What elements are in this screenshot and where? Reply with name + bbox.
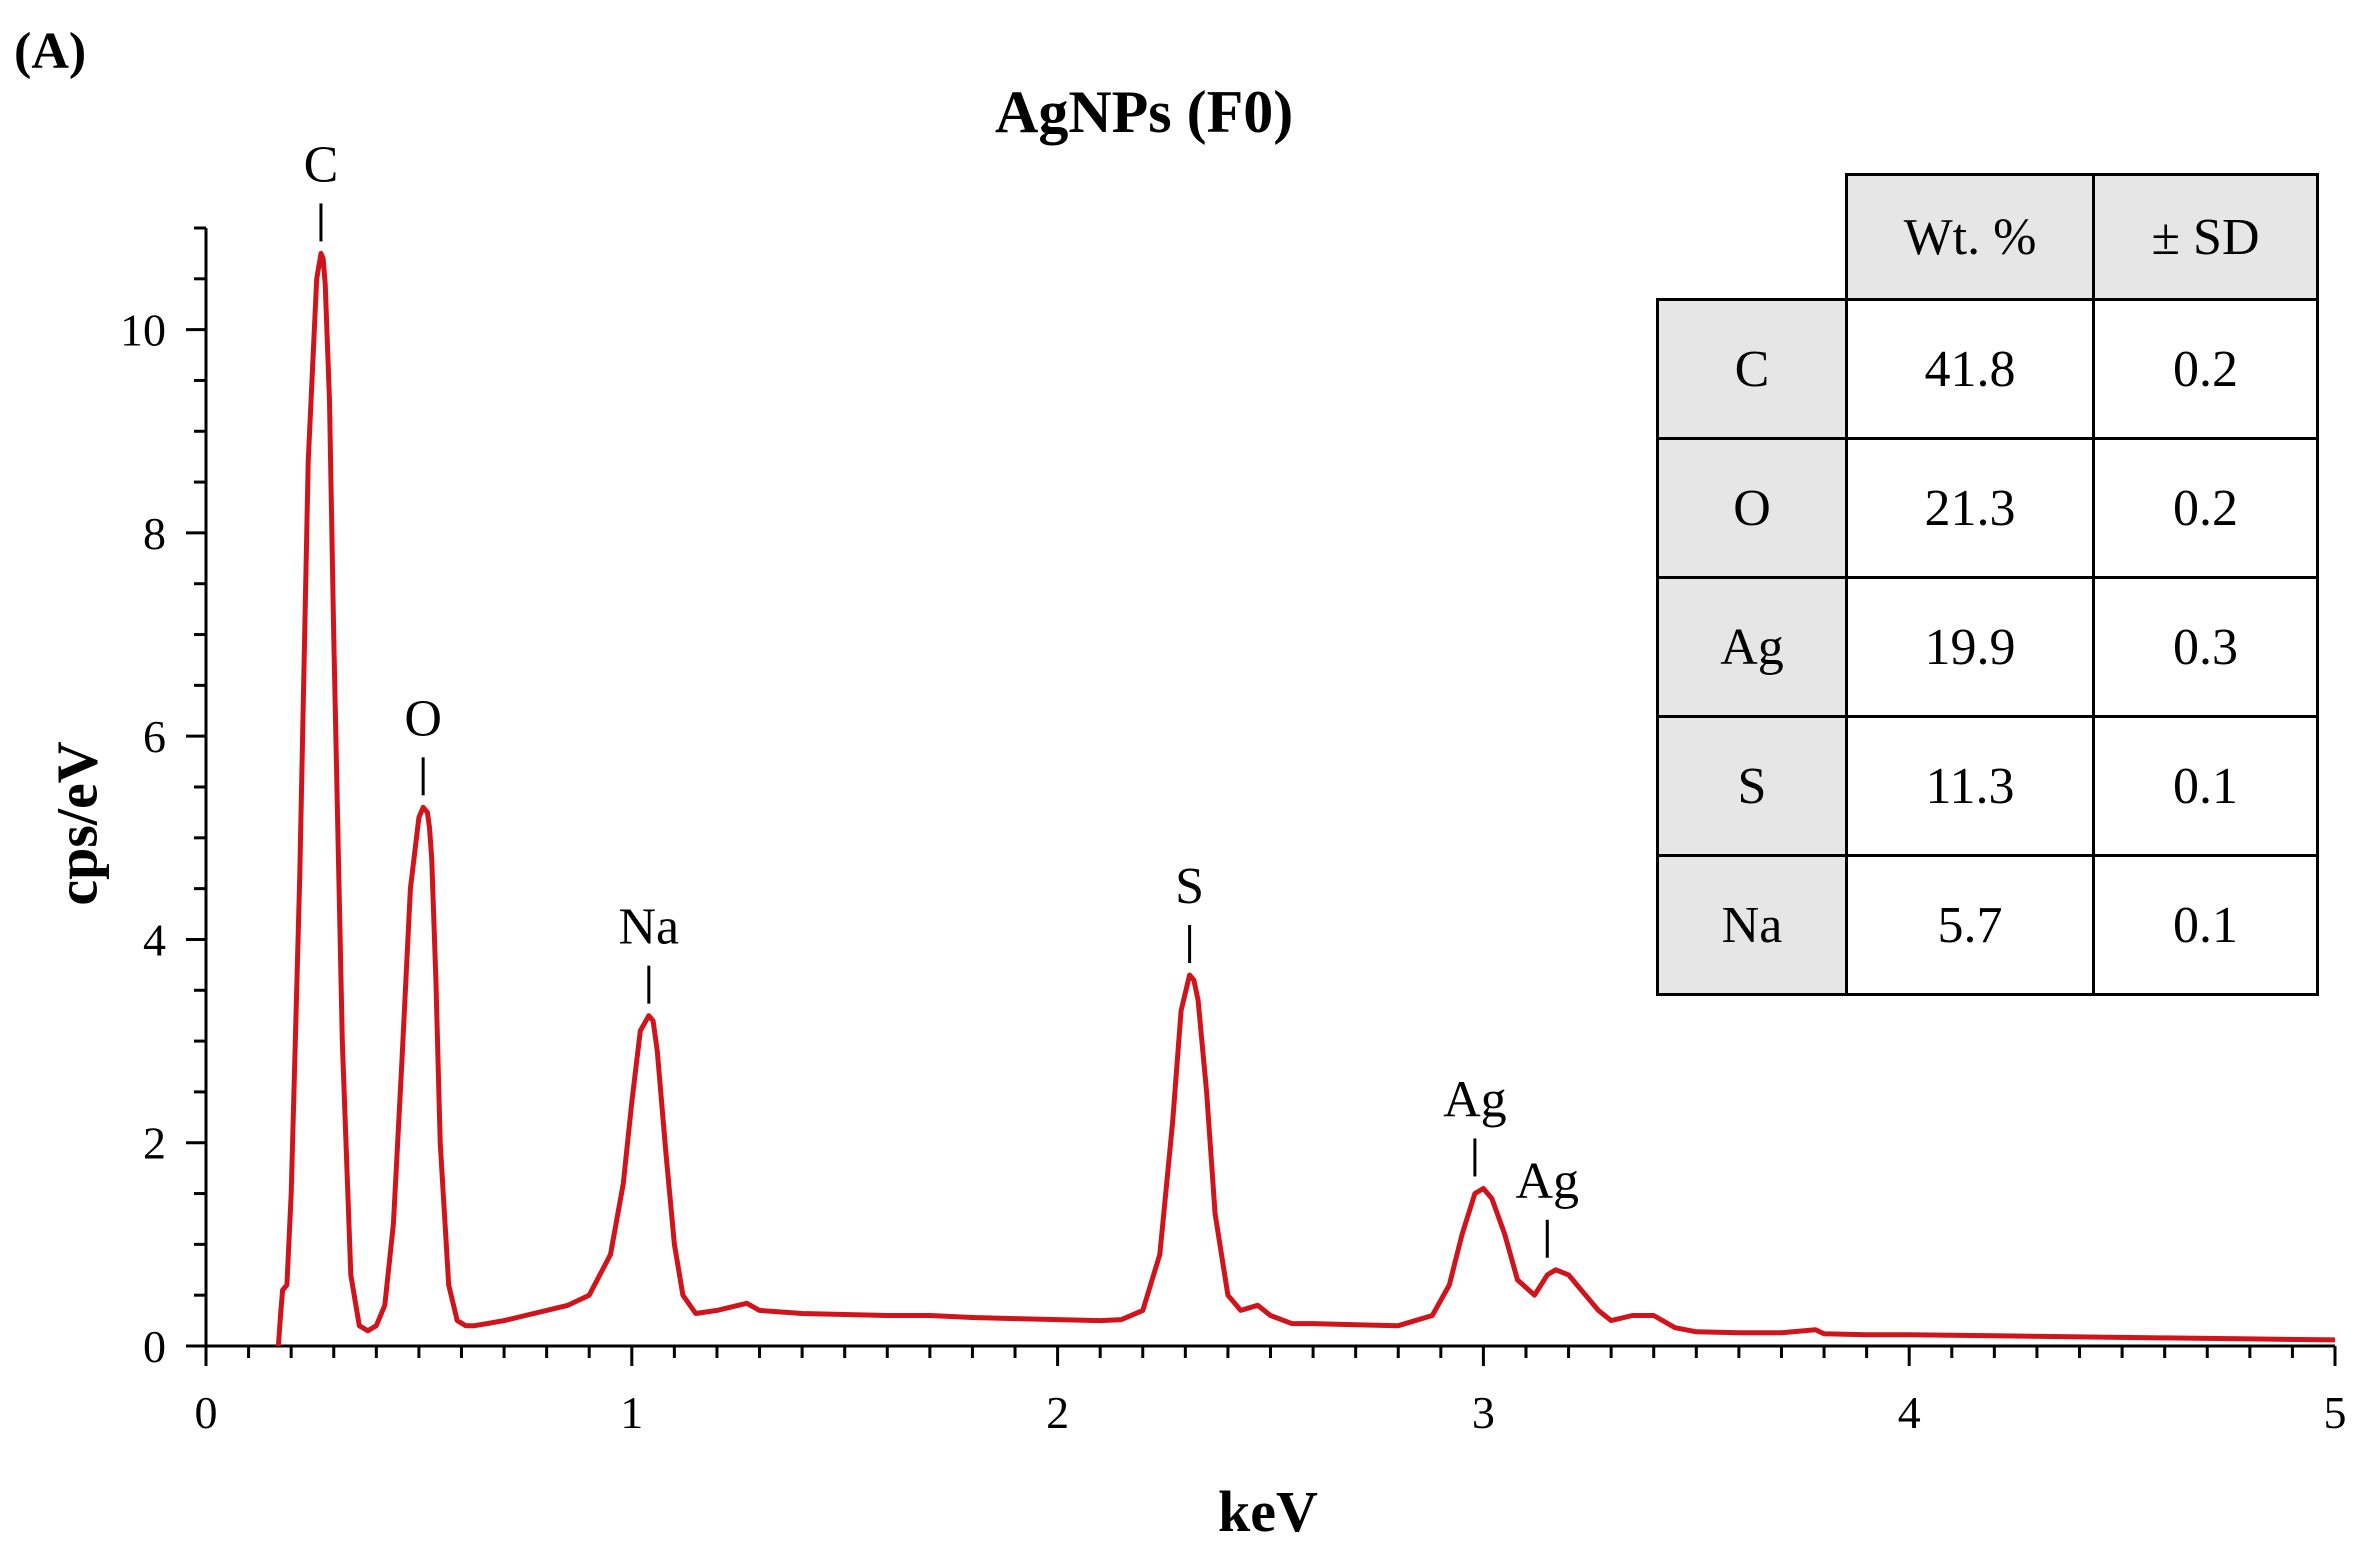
table-cell-wt: 21.3 bbox=[1845, 437, 2095, 579]
table-header-sd: ± SD bbox=[2092, 173, 2319, 301]
y-tick-label: 10 bbox=[120, 305, 166, 356]
table-row: Ag 19.9 0.3 bbox=[1656, 576, 2319, 718]
table-cell-wt: 41.8 bbox=[1845, 298, 2095, 440]
table-row: Na 5.7 0.1 bbox=[1656, 854, 2319, 996]
y-axis-label: cps/eV bbox=[44, 741, 110, 906]
peak-label: O bbox=[404, 690, 442, 747]
y-tick-label: 4 bbox=[143, 914, 166, 965]
panel-label: (A) bbox=[14, 23, 87, 80]
composition-table: Wt. % ± SD C 41.8 0.2 O 21.3 0.2 Ag 19.9… bbox=[1656, 173, 2319, 996]
ticks bbox=[186, 226, 2337, 1366]
chart-title: AgNPs (F0) bbox=[995, 79, 1294, 145]
table-header-row: Wt. % ± SD bbox=[1658, 173, 2319, 301]
peak-label: Ag bbox=[1443, 1071, 1507, 1128]
table-cell-sd: 0.2 bbox=[2092, 298, 2319, 440]
peak-label: Ag bbox=[1515, 1153, 1579, 1210]
x-tick-label: 2 bbox=[1046, 1387, 1069, 1438]
y-tick-label: 2 bbox=[143, 1118, 166, 1169]
table-header-blank bbox=[1658, 175, 1847, 300]
x-tick-label: 4 bbox=[1898, 1387, 1921, 1438]
table-cell-element: Ag bbox=[1656, 576, 1848, 718]
table-cell-sd: 0.2 bbox=[2092, 437, 2319, 579]
table-cell-element: Na bbox=[1656, 854, 1848, 996]
peak-label: S bbox=[1175, 858, 1204, 915]
x-tick-label: 1 bbox=[620, 1387, 643, 1438]
table-row: O 21.3 0.2 bbox=[1656, 437, 2319, 579]
peak-label: Na bbox=[619, 899, 680, 956]
y-tick-label: 8 bbox=[143, 508, 166, 559]
table-cell-wt: 11.3 bbox=[1845, 715, 2095, 857]
table-cell-wt: 5.7 bbox=[1845, 854, 2095, 996]
spectrum-line bbox=[275, 250, 2336, 1347]
table-cell-sd: 0.1 bbox=[2092, 854, 2319, 996]
x-tick-label: 5 bbox=[2324, 1387, 2347, 1438]
peak-label: C bbox=[304, 136, 339, 193]
table-cell-wt: 19.9 bbox=[1845, 576, 2095, 718]
table-cell-element: O bbox=[1656, 437, 1848, 579]
table-cell-element: C bbox=[1656, 298, 1848, 440]
x-tick-label: 3 bbox=[1472, 1387, 1495, 1438]
x-tick-label: 0 bbox=[195, 1387, 218, 1438]
table-cell-element: S bbox=[1656, 715, 1848, 857]
y-tick-label: 6 bbox=[143, 711, 166, 762]
table-row: S 11.3 0.1 bbox=[1656, 715, 2319, 857]
x-axis-label: keV bbox=[1218, 1479, 1318, 1544]
tick-labels: 0 1 2 3 4 5 0 2 4 6 8 10 bbox=[120, 305, 2347, 1438]
table-cell-sd: 0.3 bbox=[2092, 576, 2319, 718]
table-row: C 41.8 0.2 bbox=[1656, 298, 2319, 440]
table-header-wt: Wt. % bbox=[1845, 173, 2095, 301]
table-cell-sd: 0.1 bbox=[2092, 715, 2319, 857]
y-tick-label: 0 bbox=[143, 1321, 166, 1372]
